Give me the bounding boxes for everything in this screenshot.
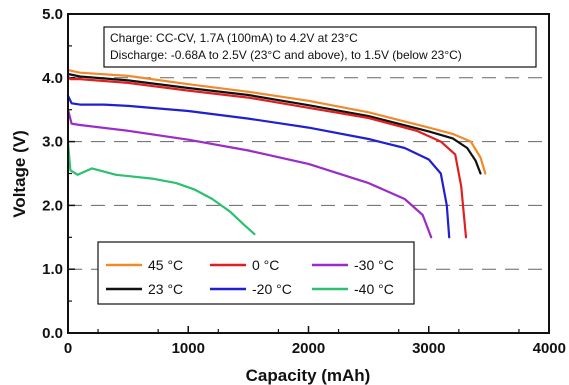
plot-frame bbox=[67, 13, 550, 334]
legend-label: -40 °C bbox=[354, 281, 394, 297]
y-axis-title: Voltage (V) bbox=[10, 130, 29, 218]
legend-label: 45 °C bbox=[148, 257, 183, 273]
series-line bbox=[66, 108, 433, 239]
series-layer bbox=[66, 69, 487, 239]
y-tick-label: 5.0 bbox=[42, 6, 63, 23]
legend-label: 23 °C bbox=[148, 281, 183, 297]
series-line bbox=[66, 75, 468, 239]
x-axis-title: Capacity (mAh) bbox=[246, 366, 371, 385]
legend-label: -30 °C bbox=[354, 257, 394, 273]
x-tick-label: 0 bbox=[64, 340, 72, 357]
y-tick-label: 2.0 bbox=[42, 197, 63, 214]
y-tick-label: 4.0 bbox=[42, 70, 63, 87]
annotation-frame bbox=[103, 26, 537, 68]
legend: 45 °C 0 °C -30 °C 23 °C -20 °C -40 °C bbox=[97, 241, 415, 305]
x-tick-label: 4000 bbox=[533, 340, 566, 357]
annotation-line-1: Charge: CC-CV, 1.7A (100mA) to 4.2V at 2… bbox=[110, 31, 358, 45]
series-line bbox=[66, 141, 256, 236]
legend-label: -20 °C bbox=[252, 281, 292, 297]
x-tick-label: 2000 bbox=[292, 340, 325, 357]
annotation-box: Charge: CC-CV, 1.7A (100mA) to 4.2V at 2… bbox=[103, 26, 537, 68]
x-tick-label: 1000 bbox=[172, 340, 205, 357]
legend-items: 45 °C 0 °C -30 °C 23 °C -20 °C -40 °C bbox=[106, 257, 394, 297]
y-tick-label: 1.0 bbox=[42, 261, 63, 278]
series-line bbox=[66, 94, 451, 239]
x-tick-label: 3000 bbox=[412, 340, 445, 357]
y-tick-label: 3.0 bbox=[42, 134, 63, 151]
annotation-line-2: Discharge: -0.68A to 2.5V (23°C and abov… bbox=[110, 48, 462, 62]
y-tick-label: 0.0 bbox=[42, 325, 63, 342]
legend-label: 0 °C bbox=[252, 257, 279, 273]
series-line bbox=[66, 72, 482, 175]
series-line bbox=[66, 69, 487, 175]
tick-labels: 0 1000 2000 3000 4000 0.0 1.0 2.0 3.0 4.0 5.0 bbox=[42, 6, 566, 357]
legend-frame bbox=[97, 241, 415, 305]
